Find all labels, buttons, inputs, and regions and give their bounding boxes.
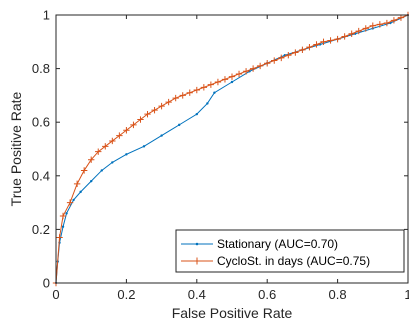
y-tick-label-1: 0.2 bbox=[32, 222, 50, 237]
data-point-1-45 bbox=[362, 25, 369, 32]
data-point-1-16 bbox=[158, 102, 165, 110]
data-point-0-6 bbox=[79, 190, 82, 194]
y-tick-label-5: 1 bbox=[43, 8, 50, 23]
data-point-1-34 bbox=[285, 52, 292, 59]
data-point-1-26 bbox=[228, 73, 236, 80]
legend-entry-cyclost: CycloSt. in days (AUC=0.75) bbox=[181, 254, 370, 268]
data-point-1-18 bbox=[172, 94, 179, 102]
data-point-1-29 bbox=[249, 65, 257, 72]
data-point-1-32 bbox=[271, 57, 278, 64]
data-point-1-10 bbox=[116, 132, 123, 139]
x-tick-label-5: 1 bbox=[404, 287, 409, 302]
x-tick-label-0: 0 bbox=[52, 287, 59, 302]
data-point-1-12 bbox=[130, 121, 137, 129]
legend-marker-stationary bbox=[195, 242, 199, 246]
data-point-1-13 bbox=[137, 116, 144, 123]
y-tick-label-0: 0 bbox=[43, 276, 50, 291]
x-axis-label: False Positive Rate bbox=[172, 305, 293, 321]
data-point-1-19 bbox=[179, 92, 186, 99]
y-tick-label-3: 0.6 bbox=[32, 115, 50, 130]
data-point-0-5 bbox=[72, 198, 75, 202]
data-point-1-47 bbox=[376, 21, 384, 28]
x-tick-label-1: 0.2 bbox=[117, 287, 135, 302]
data-point-1-38 bbox=[313, 41, 320, 48]
data-point-1-25 bbox=[221, 76, 229, 83]
data-point-1-2 bbox=[59, 212, 67, 220]
data-point-0-12 bbox=[160, 134, 163, 137]
data-point-1-23 bbox=[207, 81, 215, 88]
data-point-1-24 bbox=[214, 78, 222, 86]
data-point-1-33 bbox=[278, 54, 285, 62]
data-point-1-6 bbox=[88, 156, 95, 163]
data-point-1-22 bbox=[200, 84, 208, 91]
series-line-0 bbox=[55, 14, 409, 284]
data-point-0-7 bbox=[90, 179, 93, 183]
data-point-1-4 bbox=[73, 180, 81, 188]
ticks-layer: 00 0.2 0.2 0.4 0.4 0.6 0.6 0.8 0.8 1 1 bbox=[32, 8, 409, 303]
data-point-0-8 bbox=[100, 169, 103, 172]
data-point-1-41 bbox=[334, 35, 341, 43]
series-layer bbox=[52, 11, 409, 287]
data-point-1-50 bbox=[397, 14, 405, 21]
data-point-1-31 bbox=[264, 60, 271, 67]
data-point-1-48 bbox=[383, 19, 391, 27]
data-point-1-35 bbox=[292, 49, 299, 56]
data-point-1-40 bbox=[327, 37, 334, 44]
data-point-0-4 bbox=[65, 212, 68, 215]
data-point-1-9 bbox=[109, 137, 116, 145]
data-point-1-14 bbox=[144, 110, 151, 118]
x-tick-label-3: 0.6 bbox=[258, 287, 276, 302]
data-point-1-27 bbox=[235, 70, 243, 78]
data-point-1-42 bbox=[341, 33, 348, 40]
data-point-1-17 bbox=[165, 98, 172, 106]
axes-layer bbox=[55, 14, 409, 284]
data-point-1-36 bbox=[299, 46, 306, 54]
x-tick-label-2: 0.4 bbox=[188, 287, 206, 302]
data-point-1-37 bbox=[306, 43, 313, 51]
data-point-1-8 bbox=[102, 143, 109, 150]
data-point-1-20 bbox=[186, 89, 193, 96]
series-line-1 bbox=[55, 14, 409, 284]
data-point-1-7 bbox=[95, 148, 102, 155]
data-point-0-11 bbox=[142, 145, 146, 148]
x-tick-label-4: 0.8 bbox=[329, 287, 347, 302]
data-point-1-11 bbox=[123, 127, 130, 134]
data-point-0-13 bbox=[178, 123, 181, 127]
legend-box bbox=[175, 229, 405, 273]
legend-label-cyclost: CycloSt. in days (AUC=0.75) bbox=[217, 254, 370, 268]
legend-marker-cyclost bbox=[193, 257, 201, 265]
data-point-1-3 bbox=[66, 199, 74, 206]
legend-entry-stationary: Stationary (AUC=0.70) bbox=[181, 237, 338, 251]
legend: Stationary (AUC=0.70) CycloSt. in days (… bbox=[175, 229, 405, 273]
data-point-0-10 bbox=[125, 153, 128, 156]
y-tick-label-4: 0.8 bbox=[32, 61, 50, 76]
data-point-1-30 bbox=[256, 62, 264, 70]
data-point-0-3 bbox=[61, 225, 65, 228]
data-point-1-43 bbox=[348, 30, 355, 37]
data-point-1-49 bbox=[390, 17, 398, 24]
data-point-0-17 bbox=[230, 80, 234, 84]
data-point-1-21 bbox=[193, 86, 200, 94]
y-axis-label: True Positive Rate bbox=[8, 91, 24, 206]
data-point-0-16 bbox=[213, 91, 216, 94]
data-point-1-46 bbox=[369, 22, 376, 29]
y-tick-label-2: 0.4 bbox=[32, 168, 50, 183]
axes-box bbox=[55, 14, 409, 284]
data-point-1-1 bbox=[56, 234, 63, 241]
legend-label-stationary: Stationary (AUC=0.70) bbox=[217, 237, 338, 251]
data-point-0-15 bbox=[206, 102, 209, 105]
data-point-1-44 bbox=[355, 27, 362, 35]
data-point-0-9 bbox=[111, 161, 114, 164]
data-point-1-5 bbox=[80, 167, 88, 174]
data-point-0-14 bbox=[195, 112, 198, 116]
data-point-1-28 bbox=[242, 68, 250, 75]
data-point-1-15 bbox=[151, 106, 158, 114]
data-point-1-39 bbox=[320, 38, 327, 45]
